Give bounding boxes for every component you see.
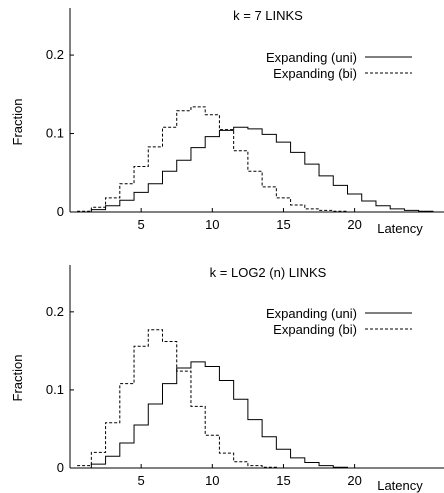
legend: Expanding (uni) Expanding (bi) <box>266 306 412 337</box>
legend: Expanding (uni) Expanding (bi) <box>266 50 412 81</box>
x-axis-label: Latency <box>377 221 423 236</box>
x-ticks: 5 10 15 20 <box>138 208 362 232</box>
x-tick-label: 20 <box>347 473 361 488</box>
chart-panel-bottom: k = LOG2 (n) LINKS Latency Fraction 0 0.1… <box>10 265 444 493</box>
y-tick-label: 0 <box>57 460 64 475</box>
axes <box>69 8 440 213</box>
y-tick-label: 0.1 <box>46 382 64 397</box>
series-group <box>77 329 444 469</box>
series-line-bi <box>77 106 444 213</box>
series-line-uni <box>77 126 444 213</box>
series-line-bi <box>77 329 444 469</box>
legend-entry-bi: Expanding (bi) <box>273 322 357 337</box>
y-tick-label: 0.2 <box>46 47 64 62</box>
x-tick-label: 10 <box>205 217 219 232</box>
x-tick-label: 15 <box>276 473 290 488</box>
x-tick-label: 20 <box>347 217 361 232</box>
legend-entry-bi: Expanding (bi) <box>273 66 357 81</box>
series-group <box>77 106 444 213</box>
x-tick-label: 10 <box>205 473 219 488</box>
x-tick-label: 5 <box>138 473 145 488</box>
chart-panel-top: k = 7 LINKS Latency Fraction 0 0.1 0.2 5 10… <box>10 8 444 236</box>
x-tick-label: 5 <box>138 217 145 232</box>
series-line-uni <box>77 361 444 469</box>
legend-entry-uni: Expanding (uni) <box>266 50 357 65</box>
x-ticks: 5 10 15 20 <box>138 464 362 488</box>
y-ticks: 0 0.1 0.2 <box>46 47 74 219</box>
y-axis-label: Fraction <box>10 355 25 402</box>
y-tick-label: 0.2 <box>46 304 64 319</box>
y-axis-label: Fraction <box>10 99 25 146</box>
chart-title: k = LOG2 (n) LINKS <box>210 265 327 280</box>
y-ticks: 0 0.1 0.2 <box>46 304 74 475</box>
legend-entry-uni: Expanding (uni) <box>266 306 357 321</box>
chart-title: k = 7 LINKS <box>233 8 303 23</box>
x-tick-label: 15 <box>276 217 290 232</box>
y-tick-label: 0 <box>57 204 64 219</box>
y-tick-label: 0.1 <box>46 126 64 141</box>
x-axis-label: Latency <box>377 478 423 493</box>
axes <box>69 265 440 469</box>
